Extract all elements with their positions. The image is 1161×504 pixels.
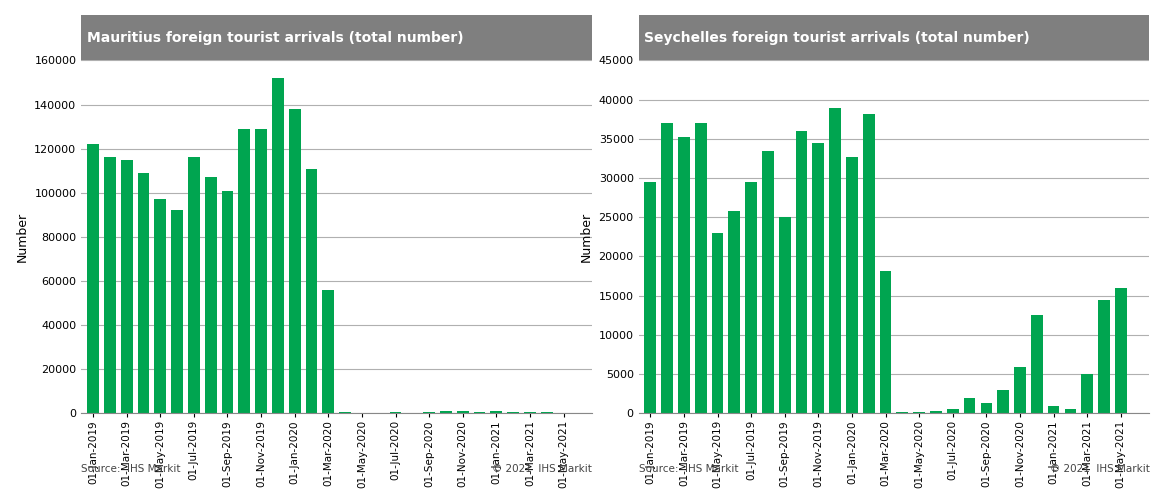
- Bar: [694, 123, 707, 413]
- Bar: [204, 177, 217, 413]
- Text: © 2021  IHS Markit: © 2021 IHS Markit: [1050, 464, 1149, 474]
- Bar: [424, 412, 435, 413]
- Bar: [121, 160, 132, 413]
- Text: Mauritius foreign tourist arrivals (total number): Mauritius foreign tourist arrivals (tota…: [87, 31, 463, 45]
- Bar: [339, 412, 351, 413]
- Bar: [914, 412, 925, 413]
- Bar: [440, 411, 452, 413]
- Bar: [745, 182, 757, 413]
- Bar: [1115, 288, 1126, 413]
- Bar: [323, 290, 334, 413]
- Bar: [289, 109, 301, 413]
- Bar: [880, 271, 892, 413]
- Bar: [728, 211, 741, 413]
- Bar: [947, 409, 959, 413]
- Text: © 2021  IHS Markit: © 2021 IHS Markit: [492, 464, 592, 474]
- Bar: [456, 411, 469, 413]
- Bar: [87, 144, 99, 413]
- Bar: [1047, 406, 1060, 413]
- Bar: [1014, 367, 1026, 413]
- Bar: [1065, 409, 1076, 413]
- Bar: [846, 157, 858, 413]
- Bar: [390, 412, 402, 413]
- Text: Source:  IHS Markit: Source: IHS Markit: [81, 464, 181, 474]
- Bar: [896, 412, 908, 413]
- Bar: [507, 412, 519, 413]
- Y-axis label: Number: Number: [580, 212, 593, 262]
- Bar: [255, 129, 267, 413]
- Bar: [662, 123, 673, 413]
- Bar: [541, 412, 553, 413]
- Bar: [305, 168, 317, 413]
- Bar: [813, 143, 824, 413]
- Bar: [154, 200, 166, 413]
- Bar: [171, 211, 183, 413]
- Bar: [678, 137, 690, 413]
- Bar: [1081, 374, 1094, 413]
- Text: Source:  IHS Markit: Source: IHS Markit: [639, 464, 738, 474]
- Bar: [1098, 299, 1110, 413]
- Bar: [474, 411, 485, 413]
- Bar: [1031, 316, 1043, 413]
- Y-axis label: Number: Number: [16, 212, 29, 262]
- Text: Seychelles foreign tourist arrivals (total number): Seychelles foreign tourist arrivals (tot…: [644, 31, 1030, 45]
- Bar: [490, 411, 503, 413]
- Bar: [964, 398, 975, 413]
- Bar: [863, 114, 874, 413]
- Bar: [524, 412, 536, 413]
- Bar: [779, 217, 791, 413]
- Bar: [272, 78, 283, 413]
- Bar: [829, 107, 841, 413]
- Bar: [762, 151, 774, 413]
- Bar: [222, 191, 233, 413]
- Bar: [981, 403, 993, 413]
- Bar: [930, 411, 942, 413]
- Bar: [137, 173, 150, 413]
- Bar: [104, 157, 116, 413]
- Bar: [188, 157, 200, 413]
- Bar: [997, 390, 1009, 413]
- Bar: [644, 182, 656, 413]
- Bar: [712, 233, 723, 413]
- Bar: [795, 131, 807, 413]
- Bar: [238, 129, 250, 413]
